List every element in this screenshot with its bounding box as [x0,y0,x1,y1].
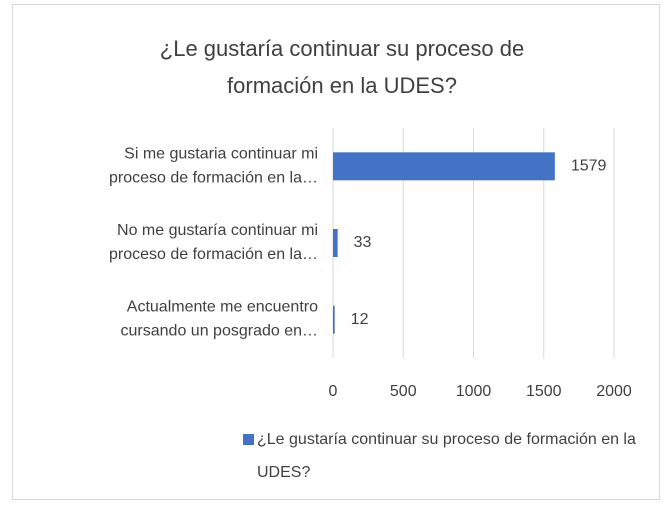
bar [333,152,555,181]
x-tick-label: 0 [329,383,338,400]
value-label: 12 [351,311,369,328]
y-tick-label: No me gustaría continuar mi proceso de fo… [109,222,318,263]
y-tick-label: Si me gustaria continuar mi proceso de fo… [109,146,318,187]
bar [333,305,335,334]
y-tick-label: Actualmente me encuentro cursando un posg… [121,299,319,340]
x-tick-label: 2000 [596,383,632,400]
x-tick-label: 500 [390,383,417,400]
value-label: 33 [354,234,372,251]
legend-swatch [243,434,254,445]
chart-title: ¿Le gustaría continuar su proceso de form… [160,36,524,98]
x-tick-label: 1000 [456,383,492,400]
legend-label: ¿Le gustaría continuar su proceso de for… [257,431,636,481]
bar [333,229,338,257]
x-tick-label: 1500 [526,383,562,400]
value-label: 1579 [571,158,607,175]
